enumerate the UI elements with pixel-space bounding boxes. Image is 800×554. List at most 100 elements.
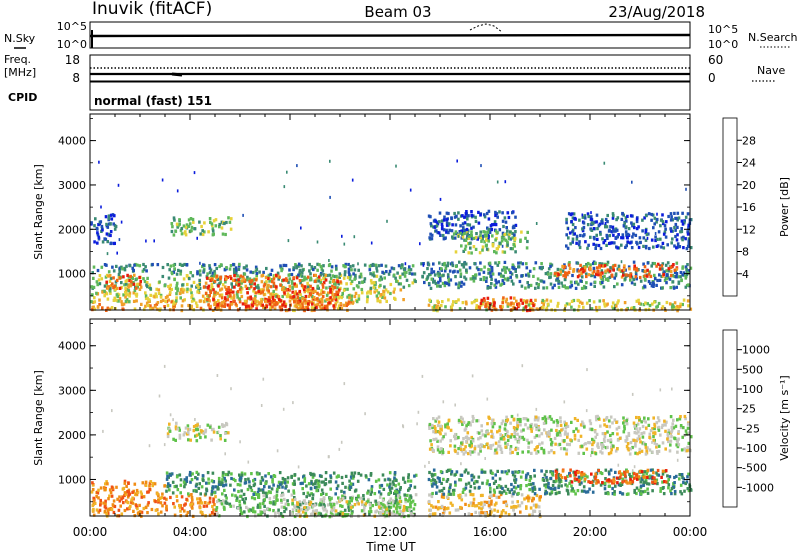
data-cell [205, 481, 208, 485]
data-cell [519, 261, 522, 265]
data-cell [644, 231, 648, 235]
data-cell [596, 227, 599, 231]
data-cell [481, 245, 485, 249]
data-cell [580, 268, 583, 272]
data-cell [455, 436, 459, 440]
data-cell [362, 508, 366, 512]
data-cell [654, 235, 657, 239]
data-cell [665, 281, 668, 285]
data-cell [314, 279, 317, 283]
data-cell [483, 470, 487, 474]
data-cell [275, 493, 279, 497]
data-cell [255, 307, 258, 311]
data-cell [242, 213, 244, 217]
data-cell [529, 427, 533, 431]
data-cell [328, 263, 332, 267]
data-cell [576, 489, 580, 493]
data-cell [686, 230, 689, 234]
data-cell [317, 275, 321, 279]
data-cell [220, 304, 224, 308]
data-cell [460, 280, 464, 284]
data-cell [209, 306, 212, 310]
data-cell [590, 274, 593, 278]
data-cell [175, 272, 179, 276]
data-cell [547, 416, 550, 420]
data-cell [472, 225, 475, 229]
data-cell [551, 483, 555, 488]
data-cell [594, 477, 597, 481]
data-cell [280, 500, 283, 504]
data-cell [598, 265, 601, 270]
data-cell [586, 212, 590, 216]
data-cell [414, 279, 417, 284]
data-cell [640, 431, 643, 436]
data-cell [590, 211, 592, 215]
data-cell [272, 281, 276, 285]
data-cell [545, 469, 548, 474]
data-cell [478, 506, 481, 510]
data-cell [507, 513, 511, 517]
data-cell [394, 484, 397, 488]
data-cell [336, 286, 339, 290]
colorbar-tick-label: 20 [742, 179, 756, 192]
data-cell [445, 469, 449, 473]
data-cell [203, 230, 206, 234]
data-cell [357, 268, 360, 272]
data-cell [191, 472, 194, 476]
data-cell [470, 237, 474, 241]
data-cell [482, 270, 486, 274]
data-cell [442, 495, 446, 499]
data-cell [675, 216, 679, 221]
data-cell [521, 470, 524, 474]
data-cell [298, 503, 302, 507]
data-cell [597, 469, 600, 473]
data-cell [445, 223, 449, 227]
data-cell [684, 265, 688, 269]
data-cell [258, 472, 261, 476]
data-cell [173, 513, 177, 517]
data-cell [167, 276, 171, 280]
data-cell [241, 275, 245, 279]
data-cell [256, 503, 260, 507]
data-cell [667, 214, 670, 219]
data-cell [288, 268, 291, 272]
data-cell [428, 501, 431, 505]
data-cell [388, 488, 392, 492]
data-cell [509, 451, 512, 455]
data-cell [575, 280, 578, 284]
data-cell [591, 437, 594, 441]
data-cell [597, 273, 600, 277]
data-cell [124, 299, 128, 303]
data-cell [217, 480, 221, 484]
data-cell [339, 280, 342, 284]
data-cell [210, 438, 213, 442]
data-cell [483, 240, 486, 244]
data-cell [296, 295, 300, 300]
data-cell [275, 489, 279, 493]
data-cell [621, 269, 624, 273]
data-cell [172, 233, 176, 237]
data-cell [98, 160, 100, 164]
data-cell [408, 271, 411, 275]
data-cell [510, 279, 514, 283]
data-cell [505, 297, 508, 301]
data-cell [99, 220, 103, 224]
data-cell [272, 483, 275, 487]
data-cell [624, 216, 628, 220]
data-cell [196, 497, 199, 501]
data-cell [659, 489, 662, 493]
data-cell [205, 276, 209, 280]
data-cell [527, 499, 530, 503]
data-cell [675, 246, 678, 250]
data-cell [180, 495, 184, 499]
data-cell [507, 236, 511, 240]
data-cell [619, 482, 623, 486]
data-cell [441, 233, 445, 238]
data-cell [302, 278, 306, 282]
data-cell [238, 300, 242, 304]
data-cell [613, 276, 616, 280]
data-cell [178, 473, 182, 477]
data-cell [375, 269, 379, 273]
data-cell [324, 299, 327, 303]
data-cell [606, 220, 609, 224]
